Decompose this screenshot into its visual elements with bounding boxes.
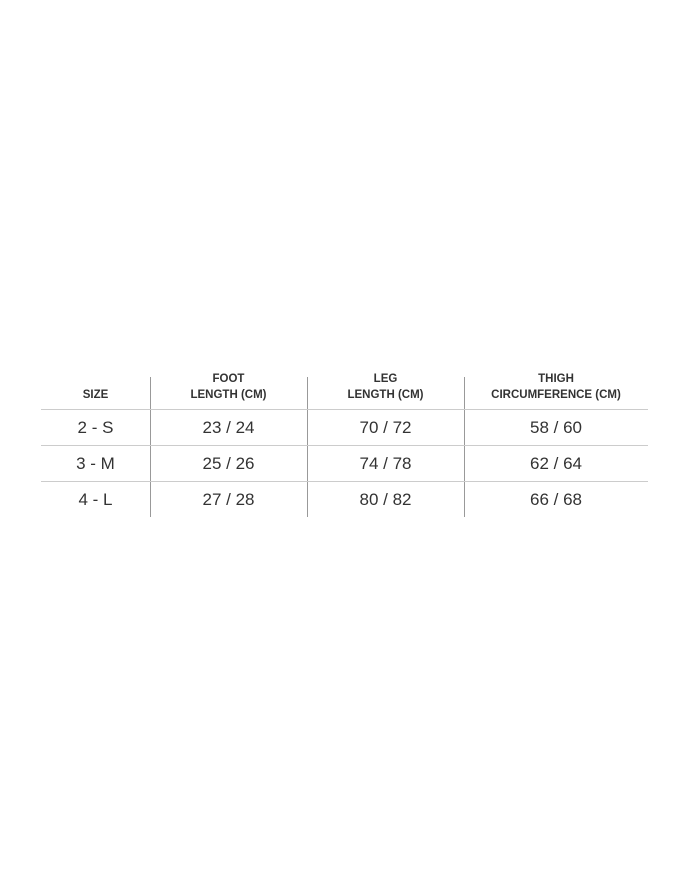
thigh-circumference-cell: 66 / 68: [530, 489, 582, 509]
leg-length-cell: 80 / 82: [359, 489, 412, 509]
foot-length-cell: 23 / 24: [202, 417, 255, 437]
size-chart-table: SIZE FOOT LENGTH (CM) LEG LENGTH (CM) THIG…: [41, 368, 648, 517]
table-row: 2 - S 23 / 24 70 / 72 58 / 60: [41, 410, 648, 446]
header-leg-length: LEG LENGTH (CM): [347, 373, 424, 401]
size-cell: 2 - S: [77, 417, 114, 437]
size-cell: 3 - M: [76, 453, 115, 473]
column-divider: [307, 377, 308, 517]
thigh-circumference-cell: 62 / 64: [530, 453, 582, 473]
size-cell: 4 - L: [78, 489, 113, 509]
leg-length-cell: 74 / 78: [359, 453, 412, 473]
foot-length-cell: 27 / 28: [202, 489, 255, 509]
column-divider: [150, 377, 151, 517]
column-divider: [464, 377, 465, 517]
header-thigh-circumference: THIGH CIRCUMFERENCE (CM): [491, 373, 621, 401]
header-foot-length: FOOT LENGTH (CM): [190, 373, 267, 401]
header-size: SIZE: [82, 389, 109, 401]
leg-length-cell: 70 / 72: [359, 417, 412, 437]
foot-length-cell: 25 / 26: [202, 453, 255, 473]
thigh-circumference-cell: 58 / 60: [530, 417, 582, 437]
table-row: 3 - M 25 / 26 74 / 78 62 / 64: [41, 446, 648, 482]
header-row: SIZE FOOT LENGTH (CM) LEG LENGTH (CM) THIG…: [41, 368, 648, 410]
table-row: 4 - L 27 / 28 80 / 82 66 / 68: [41, 482, 648, 517]
